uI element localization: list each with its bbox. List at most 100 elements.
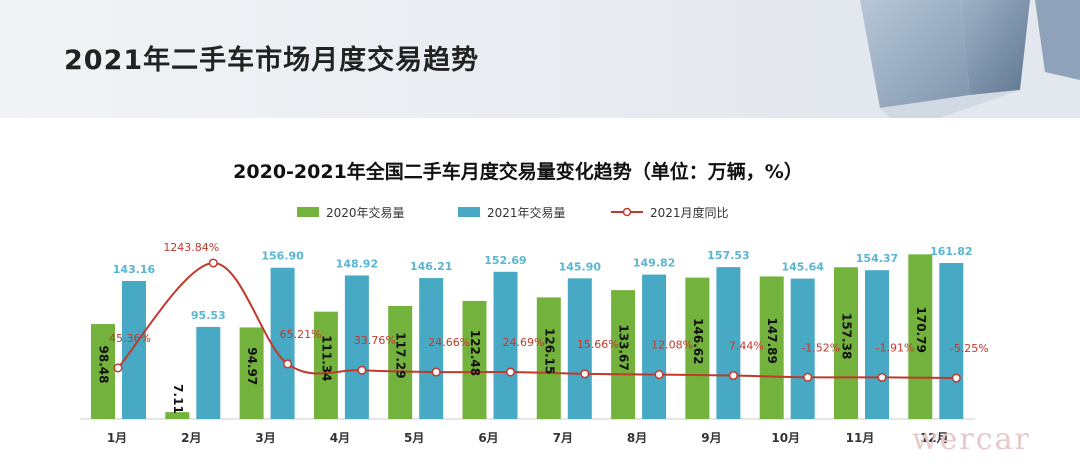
data-label-yoy: -1.52% [801, 341, 840, 354]
yoy-point [803, 372, 813, 382]
data-label-2020: 7.11 [171, 384, 185, 414]
bar-2020 [759, 276, 784, 419]
bar-2021 [419, 278, 444, 419]
x-tick-label: 5月 [404, 431, 424, 445]
slide-header: 2021年二手车市场月度交易趋势 [0, 0, 1080, 118]
x-tick-label: 6月 [478, 431, 498, 445]
data-label-2020: 117.29 [394, 332, 408, 378]
data-label-2020: 157.38 [840, 313, 854, 359]
bar-2021 [122, 280, 146, 419]
bar-2021 [939, 263, 964, 419]
data-label-yoy: 65.21% [280, 328, 322, 341]
data-label-2020: 133.67 [617, 324, 631, 370]
bar-2021 [865, 270, 889, 419]
legend-swatch-2021 [458, 207, 480, 217]
x-tick-label: 4月 [330, 431, 350, 445]
yoy-point [951, 373, 961, 383]
yoy-point [654, 370, 664, 380]
legend-label-2021: 2021年交易量 [487, 205, 566, 220]
data-label-2021: 154.37 [856, 252, 898, 265]
x-tick-label: 12月 [920, 431, 949, 445]
bar-2020 [834, 267, 858, 419]
data-label-yoy: 24.69% [503, 336, 545, 349]
legend-label-2020: 2020年交易量 [326, 205, 405, 220]
yoy-point [580, 369, 590, 379]
watermark: wercar [912, 422, 1031, 457]
bar-2021 [344, 275, 369, 419]
data-label-2020: 111.34 [319, 335, 333, 381]
bar-2020 [685, 277, 710, 419]
yoy-point [431, 367, 441, 377]
bar-2020 [91, 324, 115, 419]
bar-2021 [642, 274, 667, 419]
bar-2021 [716, 267, 741, 419]
bar-2020 [611, 290, 636, 419]
data-label-yoy: 45.36% [109, 332, 151, 345]
x-tick-label: 3月 [255, 431, 275, 445]
data-label-yoy: 33.76% [354, 334, 396, 347]
yoy-point [505, 367, 516, 377]
bar-2021 [196, 326, 221, 419]
slide-title: 2021年二手车市场月度交易趋势 [64, 45, 480, 76]
data-label-2020: 147.89 [765, 318, 779, 364]
data-label-2021: 145.64 [781, 261, 824, 274]
data-label-yoy: -1.91% [876, 341, 915, 354]
data-label-2020: 122.48 [468, 330, 482, 376]
chart: 2020-2021年全国二手车月度交易量变化趋势（单位：万辆，%） 2020年交… [80, 160, 989, 445]
x-tick-label: 8月 [627, 431, 647, 445]
yoy-point [877, 372, 887, 382]
data-label-yoy: 24.66% [428, 336, 470, 349]
data-label-yoy: 7.44% [729, 340, 764, 353]
data-label-2020: 94.97 [245, 347, 259, 385]
x-tick-label: 11月 [846, 431, 875, 445]
data-label-yoy: 1243.84% [163, 241, 219, 254]
yoy-line-layer [113, 258, 961, 383]
decorative-cubes [820, 0, 1080, 118]
data-label-2021: 156.90 [261, 250, 304, 263]
data-label-2021: 145.90 [559, 260, 602, 273]
bar-2021 [567, 278, 592, 419]
data-label-yoy: 15.66% [577, 338, 619, 351]
bar-2020 [908, 254, 933, 419]
chart-title: 2020-2021年全国二手车月度交易量变化趋势（单位：万辆，%） [233, 160, 803, 183]
bar-2020 [239, 327, 264, 419]
data-label-yoy: -5.25% [950, 342, 989, 355]
bar-2020 [536, 297, 561, 419]
yoy-point [208, 258, 218, 268]
data-label-2020: 146.62 [691, 318, 705, 364]
data-label-2021: 95.53 [191, 309, 226, 322]
data-label-yoy: 12.08% [651, 339, 693, 352]
data-label-2021: 152.69 [484, 254, 526, 267]
x-tick-label: 7月 [553, 431, 573, 445]
yoy-point [113, 363, 123, 373]
x-tick-label: 2月 [181, 431, 201, 445]
data-label-2020: 126.15 [542, 328, 556, 374]
data-label-2020: 170.79 [914, 307, 928, 353]
legend: 2020年交易量 2021年交易量 2021月度同比 [297, 205, 729, 220]
x-tick-label: 9月 [701, 431, 721, 445]
legend-marker-yoy [622, 207, 632, 217]
yoy-point [357, 365, 367, 375]
yoy-point [283, 359, 293, 369]
data-label-2020: 98.48 [97, 346, 111, 384]
x-tick-label: 1月 [107, 431, 127, 445]
data-label-2021: 161.82 [930, 245, 972, 258]
bars-layer [91, 254, 964, 419]
data-label-2021: 157.53 [707, 249, 749, 262]
data-label-2021: 143.16 [113, 263, 156, 276]
data-label-2021: 148.92 [336, 257, 378, 270]
bar-2020 [462, 300, 487, 419]
bar-2020 [388, 305, 413, 419]
legend-swatch-2020 [297, 207, 319, 217]
yoy-point [728, 370, 738, 381]
x-tick-label: 10月 [771, 431, 800, 445]
data-label-2021: 149.82 [633, 257, 675, 270]
bar-2020 [313, 311, 338, 419]
legend-label-yoy: 2021月度同比 [650, 205, 729, 220]
bar-2021 [270, 267, 295, 419]
bar-2021 [493, 271, 518, 419]
bar-2020 [165, 412, 190, 419]
bar-2021 [790, 278, 815, 419]
data-label-2021: 146.21 [410, 260, 452, 273]
